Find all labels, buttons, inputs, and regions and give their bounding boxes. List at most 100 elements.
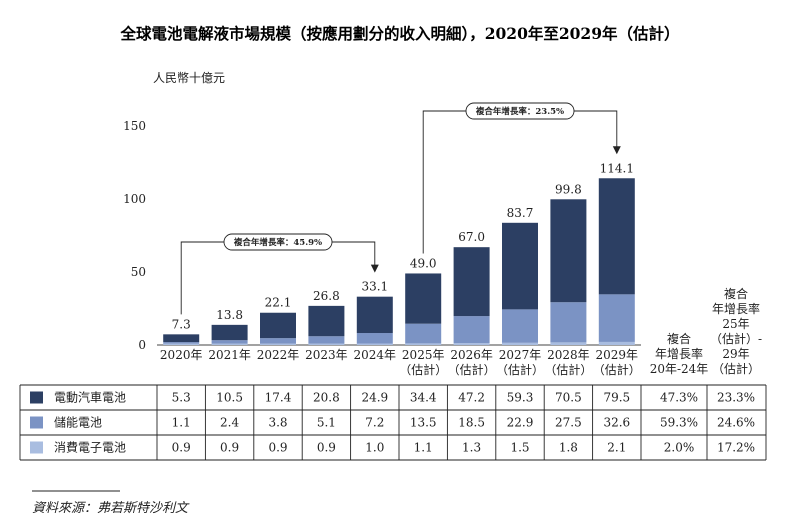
cagr-annotation-box (465, 102, 575, 120)
x-category-label: 2021年 (208, 348, 251, 362)
bars-group (163, 178, 635, 345)
table-cell: 17.4 (265, 391, 292, 405)
table-cell: 18.5 (458, 416, 485, 430)
table-cell: 79.5 (603, 391, 630, 405)
legend-swatch-storage (30, 416, 43, 429)
table-cell: 47.2 (458, 391, 485, 405)
bar-segment-storage (598, 294, 635, 342)
table-cell: 22.9 (507, 416, 534, 430)
table-cell: 1.0 (365, 441, 384, 455)
table-cell: 70.5 (555, 391, 582, 405)
table-cell: 13.5 (410, 416, 437, 430)
x-category-label: （估計） (496, 362, 544, 377)
table-cell-cagr: 17.2% (717, 441, 755, 455)
table-cell: 5.3 (172, 391, 191, 405)
bar-segment-ev (502, 222, 538, 310)
table-cell: 0.9 (317, 441, 336, 455)
x-category-label: 2025年 (402, 348, 445, 362)
cagr-bracket-line (332, 241, 376, 266)
cagr-header-line: 複合 (724, 286, 748, 301)
table-cell-cagr: 47.3% (660, 391, 698, 405)
bar-total-label: 114.1 (600, 161, 634, 175)
table-cell: 59.3 (507, 391, 534, 405)
cagr-bracket-line (574, 110, 618, 148)
x-category-label: （估計） (544, 362, 592, 377)
cagr-bracket-line (180, 241, 224, 315)
bar-total-label: 13.8 (216, 308, 243, 322)
x-category-label: 2029年 (596, 348, 639, 362)
table-cell: 1.8 (559, 441, 578, 455)
cagr-annotations: 複合年增長率：45.9% 複合年增長率：23.5% (180, 102, 621, 315)
bar-segment-ev (211, 324, 248, 341)
cagr-annotation-text: 複合年增長率：23.5% (475, 106, 564, 117)
cagr-header-line: 複合 (667, 331, 691, 346)
bar-segment-storage (163, 342, 200, 344)
table-cell: 24.9 (361, 391, 388, 405)
bar-segment-consumer (356, 343, 393, 345)
x-category-label: 2028年 (547, 348, 590, 362)
bar-segment-storage (356, 333, 393, 344)
table-cell: 27.5 (555, 416, 582, 430)
table-cell: 1.1 (414, 441, 433, 455)
bar-segment-storage (453, 316, 490, 344)
table-cell: 20.8 (313, 391, 340, 405)
table-cell: 32.6 (603, 416, 630, 430)
bar-total-label: 33.1 (361, 280, 388, 294)
x-category-label: 2026年 (450, 348, 493, 362)
bar-segment-storage (308, 336, 345, 344)
y-tick-label: 50 (131, 265, 146, 279)
x-category-label: 2024年 (354, 348, 397, 362)
bar-segment-consumer (163, 343, 200, 345)
y-tick-label: 150 (123, 119, 146, 133)
cagr-annotation-text: 複合年增長率：45.9% (233, 237, 322, 248)
x-category-label: 2027年 (499, 348, 542, 362)
table-cell: 1.5 (510, 441, 529, 455)
bar-segment-consumer (308, 343, 345, 345)
bar-segment-consumer (405, 343, 442, 345)
legend-label: 儲能電池 (54, 416, 102, 430)
bar-segment-storage (502, 309, 538, 343)
table-cell-cagr: 23.3% (717, 391, 755, 405)
x-category-label: （估計） (593, 362, 641, 377)
cagr-header-line: 20年-24年 (650, 362, 709, 376)
total-labels: 7.3 13.8 22.1 26.8 33.1 49.0 67.0 83.7 99.8 114.1 (172, 161, 634, 331)
bar-segment-ev (550, 199, 587, 303)
table-cell: 34.4 (410, 391, 437, 405)
x-axis-labels: 2020年 2021年 2022年 2023年 2024年 2025年（估計）2026年（… (160, 348, 641, 377)
bar-total-label: 22.1 (265, 296, 292, 310)
bar-segment-consumer (211, 343, 248, 345)
bar-total-label: 67.0 (458, 230, 485, 244)
bar-segment-ev (356, 296, 393, 334)
bar-total-label: 26.8 (313, 289, 340, 303)
bar-total-label: 7.3 (172, 317, 191, 331)
bar-segment-consumer (502, 342, 538, 345)
legend-label: 電動汽車電池 (54, 390, 126, 405)
bar-segment-ev (163, 334, 200, 343)
cagr-header-line: 年增長率 (712, 301, 760, 316)
bar-segment-ev (405, 273, 442, 324)
legend-swatch-ev (30, 391, 43, 404)
cagr-header-line: （估計） (712, 361, 760, 376)
x-category-label: 2022年 (257, 348, 300, 362)
cagr-bracket-line (422, 110, 466, 254)
bar-total-label: 83.7 (507, 206, 534, 220)
cagr-annotation-box (223, 233, 333, 251)
cagr-arrow-head (370, 264, 379, 273)
bar-segment-ev (260, 312, 296, 339)
bar-segment-storage (260, 338, 296, 344)
y-tick-label: 0 (138, 338, 146, 352)
table-cell-cagr: 2.0% (664, 441, 695, 455)
bar-segment-consumer (453, 343, 490, 345)
chart-title: 全球電池電解液市場規模（按應用劃分的收入明細），2020年至2029年（估計） (119, 24, 679, 43)
cagr-arrow-head (612, 146, 621, 155)
y-tick-label: 100 (123, 192, 146, 206)
cagr-header-line: （估計）- (710, 331, 762, 346)
data-table: 電動汽車電池 5.3 10.5 17.4 20.8 24.9 34.4 47.2 59.3 70.… (19, 384, 767, 461)
y-axis-label: 人民幣十億元 (153, 71, 225, 85)
bar-segment-storage (211, 340, 248, 344)
bar-segment-ev (453, 247, 490, 317)
table-cell: 3.8 (268, 416, 287, 430)
table-cell: 0.9 (172, 441, 191, 455)
